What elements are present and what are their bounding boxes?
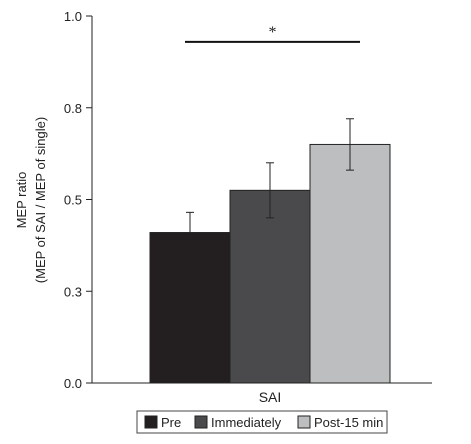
bar-immediately	[229, 189, 311, 384]
y-tick-label: 0.0	[64, 376, 82, 391]
significance-marker: *	[185, 24, 360, 43]
y-tick-label: 0.3	[64, 284, 82, 299]
legend: Pre Immediately Post-15 min	[136, 410, 388, 434]
bars	[149, 118, 391, 384]
x-category-label: SAI	[259, 389, 282, 405]
y-axis-title-line2: (MEP of SAI / MEP of single)	[33, 117, 48, 283]
x-axis: SAI	[92, 382, 432, 405]
bar-post-15-min	[309, 143, 391, 384]
legend-label: Post-15 min	[314, 415, 383, 430]
y-axis: 0.0 0.3 0.5 0.8 1.0	[64, 9, 93, 391]
legend-swatch	[297, 415, 311, 429]
bar-pre	[149, 232, 231, 384]
significance-label: *	[269, 24, 277, 41]
legend-swatch	[144, 415, 158, 429]
legend-swatch	[194, 415, 208, 429]
y-tick-label: 1.0	[64, 9, 82, 24]
legend-label: Pre	[161, 415, 181, 430]
y-tick-label: 0.8	[64, 101, 82, 116]
legend-label: Immediately	[211, 415, 282, 430]
y-tick-label: 0.5	[64, 193, 82, 208]
y-axis-title-line1: MEP ratio	[14, 172, 29, 229]
